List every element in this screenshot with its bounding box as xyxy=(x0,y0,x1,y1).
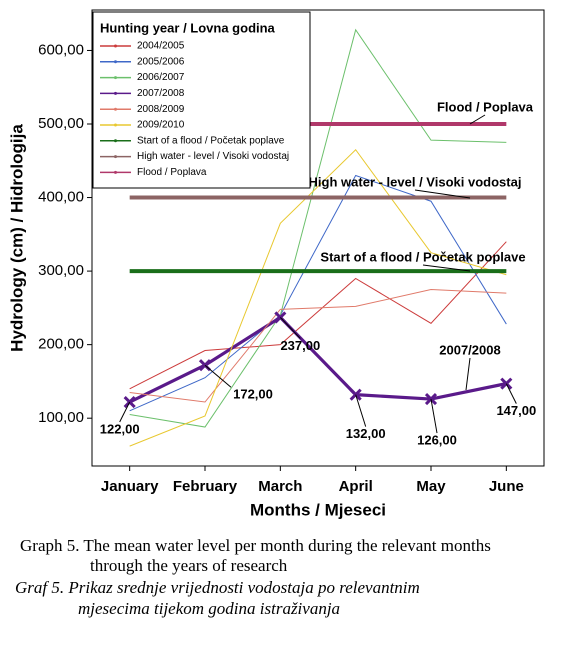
label-leader xyxy=(204,364,232,388)
data-label: 172,00 xyxy=(233,387,273,402)
series-line xyxy=(129,288,507,403)
x-tick-label: June xyxy=(489,478,524,495)
legend-label: 2008/2009 xyxy=(137,104,185,115)
annotation: Start of a flood / Početak poplave xyxy=(320,249,525,264)
y-tick-label: 300,00 xyxy=(38,262,84,279)
label-leader xyxy=(355,394,367,427)
legend-label: 2005/2006 xyxy=(137,56,185,67)
legend-label: Start of a flood / Početak poplave xyxy=(137,135,285,146)
legend-dot xyxy=(114,91,117,95)
label-leader xyxy=(119,401,131,423)
data-label: 126,00 xyxy=(417,433,457,448)
legend-box xyxy=(92,11,311,189)
series-line xyxy=(129,28,507,428)
legend-dot xyxy=(114,170,117,174)
caption-line: Graf 5. Prikaz srednje vrijednosti vodos… xyxy=(15,578,420,597)
plot: 100,00 200,00 300,00 400,00 500,00 600,00 Janu… xyxy=(38,11,536,495)
marker xyxy=(123,395,136,409)
data-label: 237,00 xyxy=(280,338,320,353)
legend-label: Flood / Poplava xyxy=(137,167,207,178)
annotation: High water - level / Visoki vodostaj xyxy=(309,174,522,189)
legend-dot xyxy=(114,123,117,127)
series-line xyxy=(129,148,507,447)
legend-dot xyxy=(114,155,117,159)
legend-dot xyxy=(114,60,117,64)
x-tick-label: May xyxy=(416,478,446,495)
y-tick-label: 200,00 xyxy=(38,336,84,353)
annotation-leader xyxy=(414,189,471,199)
y-tick-label: 500,00 xyxy=(38,115,84,132)
legend-label: High water - level / Visoki vodostaj xyxy=(137,151,289,162)
x-tick-label: February xyxy=(173,478,238,495)
label-leader xyxy=(505,383,517,404)
y-axis-title: Hydrology (cm) / Hidrologija xyxy=(7,124,26,352)
annotation-leader xyxy=(469,114,486,125)
data-label: 122,00 xyxy=(100,421,140,436)
y-tick-label: 100,00 xyxy=(38,409,84,426)
annotation: Flood / Poplava xyxy=(437,99,534,114)
legend-dot xyxy=(114,76,117,80)
label-leader xyxy=(430,398,438,434)
legend-label: 2007/2008 xyxy=(137,88,185,99)
caption-line: mjesecima tijekom godina istraživanja xyxy=(78,599,340,618)
annotation-leader xyxy=(422,264,471,272)
annotation: 2007/2008 xyxy=(439,342,500,357)
legend-dot xyxy=(114,44,117,48)
series-line xyxy=(128,315,507,404)
x-tick-label: January xyxy=(101,478,159,495)
label-leader xyxy=(279,317,301,339)
y-tick-label: 600,00 xyxy=(38,41,84,58)
legend: Hunting year / Lovna godina 2004/2005 2005… xyxy=(92,11,311,189)
data-label: 132,00 xyxy=(346,426,386,441)
caption-line: Graph 5. The mean water level per month … xyxy=(20,536,491,555)
x-tick-label: March xyxy=(258,478,302,495)
legend-title: Hunting year / Lovna godina xyxy=(100,20,276,35)
legend-label: 2006/2007 xyxy=(137,72,185,83)
series-line xyxy=(129,241,507,390)
legend-label: 2009/2010 xyxy=(137,120,185,131)
legend-dot xyxy=(114,139,117,143)
data-label: 147,00 xyxy=(496,403,536,418)
legend-dot xyxy=(114,107,117,111)
x-axis-title: Months / Mjeseci xyxy=(250,500,386,519)
annotation-leader xyxy=(465,357,471,391)
legend-label: 2004/2005 xyxy=(137,41,185,52)
x-tick-label: April xyxy=(339,478,373,495)
caption-line: through the years of research xyxy=(90,556,288,575)
y-tick-label: 400,00 xyxy=(38,189,84,206)
series-line xyxy=(129,174,507,412)
